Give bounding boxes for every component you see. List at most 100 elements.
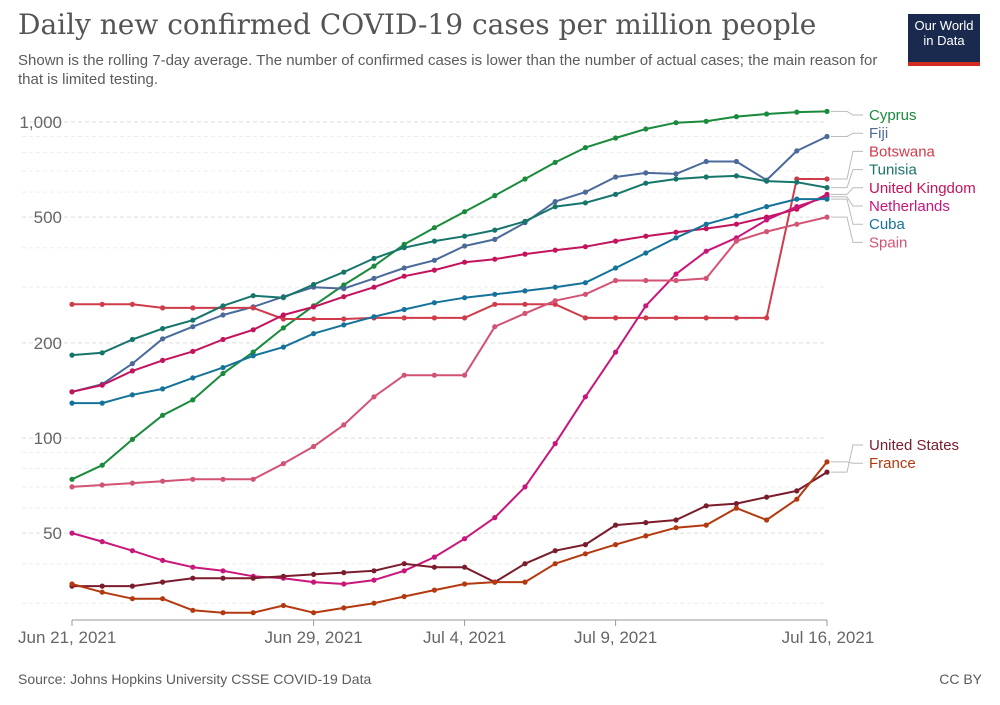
data-point — [190, 317, 196, 323]
data-point — [129, 361, 135, 367]
data-point — [522, 310, 528, 316]
data-point — [794, 204, 800, 210]
data-point — [69, 352, 75, 358]
data-point — [311, 304, 317, 310]
data-point — [764, 494, 770, 500]
data-point — [69, 484, 75, 490]
data-point — [794, 109, 800, 115]
data-point — [160, 412, 166, 418]
legend-item-france: France — [831, 455, 916, 472]
data-point — [129, 392, 135, 398]
logo-line-2: in Data — [923, 33, 965, 48]
data-point — [462, 295, 468, 301]
data-point — [643, 250, 649, 256]
license-link[interactable]: CC BY — [939, 671, 982, 687]
legend-connector — [831, 196, 863, 207]
data-point — [160, 326, 166, 332]
data-point — [190, 348, 196, 354]
data-point — [673, 171, 679, 177]
data-point — [613, 542, 619, 548]
x-tick-label: Jun 29, 2021 — [264, 628, 362, 647]
data-point — [824, 176, 830, 182]
data-point — [492, 256, 498, 262]
data-point — [733, 158, 740, 165]
series-line — [71, 193, 828, 393]
data-point — [673, 525, 679, 531]
data-point — [129, 548, 135, 554]
data-point — [492, 579, 498, 585]
data-point — [129, 301, 135, 307]
data-point — [311, 281, 317, 288]
data-point — [643, 303, 649, 309]
data-point — [522, 176, 528, 182]
data-point — [522, 251, 528, 257]
data-point — [401, 593, 407, 600]
data-point — [733, 501, 740, 507]
y-axis-ticks: 50 100 200 500 1,000 — [19, 113, 62, 543]
data-point — [190, 375, 196, 381]
data-point — [552, 298, 558, 304]
series-spain — [69, 214, 830, 490]
data-point — [552, 284, 558, 290]
data-point — [220, 610, 226, 616]
series-botswana — [69, 176, 830, 322]
data-point — [311, 610, 317, 616]
data-point — [431, 300, 437, 306]
data-point — [311, 443, 317, 450]
data-point — [160, 557, 166, 564]
owid-logo[interactable]: Our World in Data — [908, 14, 980, 66]
x-axis-ticks: Jun 21, 2021 Jun 29, 2021 Jul 4, 2021 Jul 9… — [18, 619, 874, 647]
data-point — [552, 441, 558, 447]
legend-label: Netherlands — [869, 198, 950, 215]
data-point — [462, 233, 468, 239]
series-line — [71, 195, 828, 585]
data-point — [492, 236, 498, 242]
data-point — [401, 306, 407, 313]
data-point — [190, 476, 196, 482]
data-point — [613, 191, 619, 197]
data-point — [99, 350, 105, 356]
data-point — [341, 282, 347, 288]
data-point — [462, 372, 468, 378]
data-point — [371, 275, 377, 281]
legend-connector — [831, 150, 863, 180]
data-point — [220, 365, 226, 371]
data-point — [129, 436, 135, 442]
data-point — [613, 522, 619, 528]
data-point — [794, 488, 800, 494]
legend-label: United States — [869, 437, 959, 454]
data-point — [462, 564, 468, 570]
chart-subtitle: Shown is the rolling 7-day average. The … — [18, 52, 878, 88]
logo-line-1: Our World — [914, 18, 974, 33]
data-point — [99, 462, 105, 468]
data-point — [160, 579, 166, 585]
data-point — [462, 209, 468, 215]
data-point — [220, 568, 226, 574]
data-point — [220, 370, 226, 377]
data-point — [160, 596, 166, 602]
data-point — [462, 243, 468, 249]
data-point — [99, 589, 105, 595]
data-point — [250, 327, 256, 333]
data-point — [99, 539, 105, 545]
data-point — [764, 229, 770, 235]
data-point — [733, 213, 740, 219]
data-point — [643, 520, 649, 526]
data-point — [129, 583, 135, 589]
data-point — [492, 301, 498, 307]
data-point — [673, 315, 679, 321]
data-point — [401, 265, 407, 271]
data-point — [582, 315, 589, 321]
data-point — [280, 461, 286, 467]
data-point — [69, 301, 75, 307]
data-point — [613, 315, 619, 321]
data-point — [703, 118, 709, 124]
data-point — [401, 372, 407, 378]
data-point — [341, 269, 347, 275]
data-point — [341, 286, 347, 292]
data-point — [824, 185, 830, 191]
data-point — [824, 133, 830, 140]
data-point — [462, 315, 468, 321]
